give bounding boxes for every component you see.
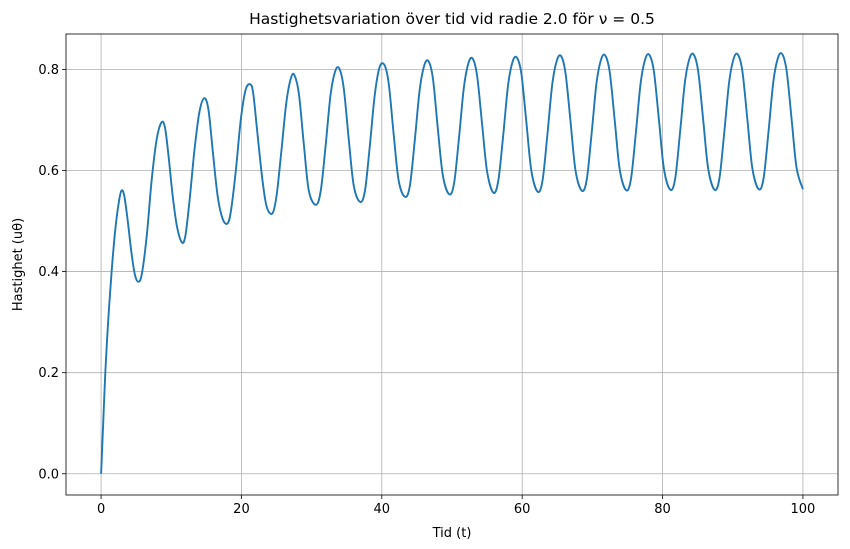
- series-line: [100, 52, 804, 474]
- series-layer: [100, 52, 804, 474]
- x-tick-label: 20: [233, 502, 250, 517]
- x-tick-label: 40: [374, 502, 391, 517]
- axis-ticks: 0 20 40 60 80 100 0.0 0.2 0.4 0.6 0.8: [38, 63, 815, 517]
- chart-title: Hastighetsvariation över tid vid radie 2…: [249, 10, 655, 28]
- x-tick-label: 60: [514, 502, 531, 517]
- grid-lines: [66, 34, 838, 495]
- x-tick-label: 0: [97, 502, 105, 517]
- y-axis-label: Hastighet (uθ): [11, 218, 26, 311]
- y-tick-label: 0.2: [38, 366, 59, 381]
- x-axis-label: Tid (t): [432, 526, 472, 541]
- y-tick-label: 0.8: [38, 63, 59, 78]
- x-tick-label: 80: [654, 502, 671, 517]
- x-tick-label: 100: [790, 502, 815, 517]
- plot-frame: [65, 33, 839, 496]
- y-tick-label: 0.4: [38, 265, 59, 280]
- y-tick-label: 0.0: [38, 467, 59, 482]
- y-tick-label: 0.6: [38, 164, 59, 179]
